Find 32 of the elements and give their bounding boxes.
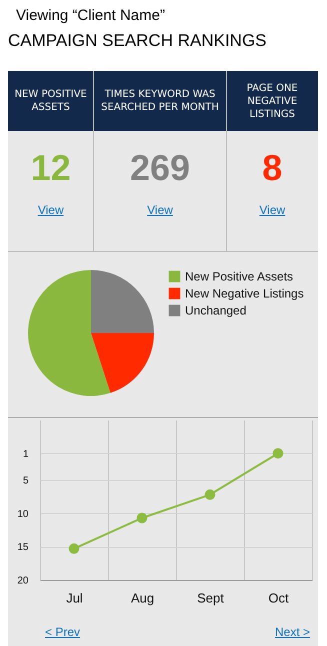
text: View	[259, 203, 286, 217]
text: View	[38, 203, 64, 217]
text: 8	[261, 147, 284, 189]
y-tick-label: 20	[17, 576, 29, 586]
text: NEW POSITIVE ASSETS	[8, 71, 94, 131]
legend-label: Unchanged	[185, 304, 246, 318]
pie-slice	[28, 270, 110, 396]
point	[204, 489, 216, 500]
y-tick-label: 15	[17, 542, 29, 554]
text: 269	[128, 147, 192, 189]
legend-label: New Negative Listings	[185, 286, 304, 300]
text: PAGE ONE NEGATIVE LISTINGS	[226, 71, 318, 131]
text: 12	[30, 147, 72, 189]
y-tick-label: 1	[22, 448, 29, 460]
x-tick-label: Jul	[66, 590, 83, 606]
text: Viewing “Client Name”	[15, 6, 166, 24]
point	[136, 512, 148, 524]
x-tick-label: Aug	[130, 590, 154, 606]
pie-slice	[91, 270, 154, 333]
point	[272, 448, 284, 459]
x-tick-label: Sept	[197, 590, 224, 606]
text: TIMES KEYWORD WAS SEARCHED PER MONTH	[94, 71, 226, 131]
text: CAMPAIGN SEARCH RANKINGS	[8, 31, 268, 51]
x-tick-label: Oct	[268, 590, 289, 606]
y-tick-label: 5	[22, 476, 29, 486]
point	[68, 543, 80, 554]
text: Next >	[274, 625, 310, 641]
pie-slice	[91, 333, 154, 393]
text: View	[147, 203, 173, 217]
text: < Prev	[45, 625, 80, 641]
legend-label: New Positive Assets	[185, 270, 294, 284]
y-tick-label: 10	[17, 508, 29, 520]
